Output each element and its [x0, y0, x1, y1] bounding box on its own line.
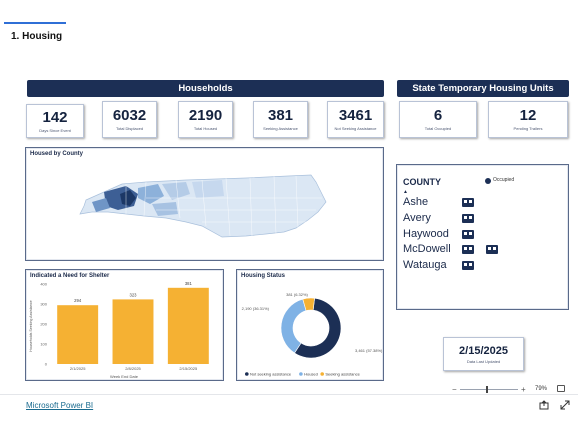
donut-chart[interactable]: 3,461 (57.38%) 2,190 (36.31%) 381 (6.32%) N…: [237, 270, 383, 380]
housing-unit-icon: [462, 214, 474, 223]
active-tab-indicator: [4, 22, 66, 24]
county-borders: [125, 175, 322, 237]
slice-label: 2,190 (36.31%): [242, 306, 270, 311]
kpi-label: Not Seeking Assistance: [334, 126, 377, 131]
kpi-label: Total Housed: [193, 126, 218, 131]
kpi-seeking-assistance: 381 Seeking Assistance: [253, 101, 308, 138]
legend-occupied-label: Occupied: [493, 177, 515, 183]
share-icon[interactable]: [539, 400, 549, 410]
legend-label: Housed: [304, 372, 318, 377]
data-last-updated-card: 2/15/2025 Data Last Updated: [443, 337, 524, 371]
county-region[interactable]: [138, 184, 164, 204]
bar-data-label: 323: [130, 292, 138, 297]
kpi-label: Total Occupied: [424, 126, 452, 131]
kpi-label: Seeking Assistance: [263, 126, 298, 131]
chart-title: Indicated a Need for Shelter: [30, 273, 110, 279]
page-title: 1. Housing: [11, 31, 63, 42]
legend-marker: [245, 372, 249, 376]
fullscreen-icon[interactable]: [560, 400, 570, 410]
kpi-value: 3461: [338, 107, 373, 124]
county-region[interactable]: [120, 190, 136, 206]
kpi-not-seeking-assistance: 3461 Not Seeking Assistance: [327, 101, 384, 138]
bar-data-label: 381: [185, 281, 193, 286]
county-region[interactable]: [192, 180, 224, 198]
x-axis-label: Week End Date: [110, 374, 139, 379]
footer-divider: [0, 394, 578, 395]
county-region[interactable]: [162, 182, 190, 200]
panel-title: Housed by County: [30, 151, 84, 157]
housing-unit-icon: [462, 245, 474, 254]
zoom-level: 79%: [535, 386, 548, 392]
bar-data-label: 294: [74, 298, 82, 303]
county-name: Watauga: [403, 259, 447, 271]
donut-slice: [294, 297, 342, 359]
kpi-pending-trailers: 12 Pending Trailers: [488, 101, 568, 138]
kpi-label: Days Since Event: [39, 127, 71, 133]
y-tick-label: 100: [40, 342, 47, 347]
x-tick-label: 2/1/2025: [70, 366, 86, 371]
housing-unit-icon: [462, 198, 474, 207]
kpi-value: 142: [42, 108, 68, 126]
donut-slice: [302, 297, 315, 312]
county-name: Avery: [403, 212, 431, 224]
county-region[interactable]: [152, 202, 178, 216]
zoom-in-icon[interactable]: +: [521, 385, 526, 394]
date-value: 2/15/2025: [459, 344, 508, 357]
bar-chart[interactable]: Households Seeking Assistance Week End D…: [26, 270, 223, 380]
households-banner: Households: [27, 80, 384, 97]
fit-to-page-icon[interactable]: [557, 385, 565, 392]
power-bi-link[interactable]: Microsoft Power BI: [26, 401, 94, 410]
housing-unit-icon: [462, 230, 474, 239]
zoom-slider-track[interactable]: [460, 389, 518, 390]
kpi-value: 12: [519, 107, 537, 124]
county-name: Haywood: [403, 228, 449, 240]
kpi-total-housed: 2190 Total Housed: [178, 101, 233, 138]
kpi-total-occupied: 6 Total Occupied: [399, 101, 477, 138]
kpi-value: 2190: [188, 107, 223, 124]
sort-ascending-icon[interactable]: ▲: [403, 189, 408, 195]
kpi-total-displaced: 6032 Total Displaced: [102, 101, 157, 138]
kpi-value: 6: [433, 107, 443, 124]
county-occupied-panel: COUNTY ▲ Occupied Ashe Avery Haywood McD…: [396, 164, 569, 310]
y-tick-label: 0: [45, 362, 48, 367]
legend-dot-icon: [485, 178, 491, 184]
zoom-out-icon[interactable]: −: [452, 385, 457, 394]
x-tick-label: 2/15/2025: [179, 366, 198, 371]
legend-label: Not seeking assistance: [250, 372, 292, 377]
bar: [167, 287, 209, 364]
legend-label: Seeking assistance: [325, 372, 360, 377]
kpi-label: Total Displaced: [115, 126, 144, 131]
nc-county-map[interactable]: [26, 148, 383, 260]
chart-title: Housing Status: [241, 273, 286, 279]
bar: [112, 299, 154, 364]
housing-unit-icon: [486, 245, 498, 254]
housing-status-panel: Housing Status 3,461 (57.38%) 2,190 (36.3…: [236, 269, 384, 381]
y-tick-label: 300: [40, 302, 47, 307]
x-tick-label: 2/8/2025: [125, 366, 141, 371]
county-name: Ashe: [403, 196, 429, 208]
kpi-label: Pending Trailers: [513, 126, 543, 131]
y-axis-label: Households Seeking Assistance: [29, 300, 33, 351]
need-for-shelter-panel: Indicated a Need for Shelter Households …: [25, 269, 224, 381]
date-label: Data Last Updated: [466, 358, 501, 364]
bar: [57, 305, 99, 364]
y-tick-label: 200: [40, 322, 47, 327]
zoom-slider-thumb[interactable]: [486, 386, 488, 393]
housed-by-county-panel: Housed by County: [25, 147, 384, 261]
legend-marker: [299, 372, 303, 376]
county-column-header[interactable]: COUNTY: [403, 177, 441, 187]
kpi-value: 381: [267, 107, 294, 124]
kpi-days-since-event: 142 Days Since Event: [26, 104, 84, 138]
slice-label: 3,461 (57.38%): [355, 348, 383, 353]
housing-unit-icon: [462, 261, 474, 270]
y-tick-label: 400: [40, 282, 47, 287]
legend-marker: [320, 372, 324, 376]
county-region[interactable]: [92, 198, 110, 212]
kpi-value: 6032: [112, 107, 147, 124]
county-name: McDowell: [403, 243, 451, 255]
state-units-banner: State Temporary Housing Units: [397, 80, 569, 97]
slice-label: 381 (6.32%): [286, 292, 308, 297]
